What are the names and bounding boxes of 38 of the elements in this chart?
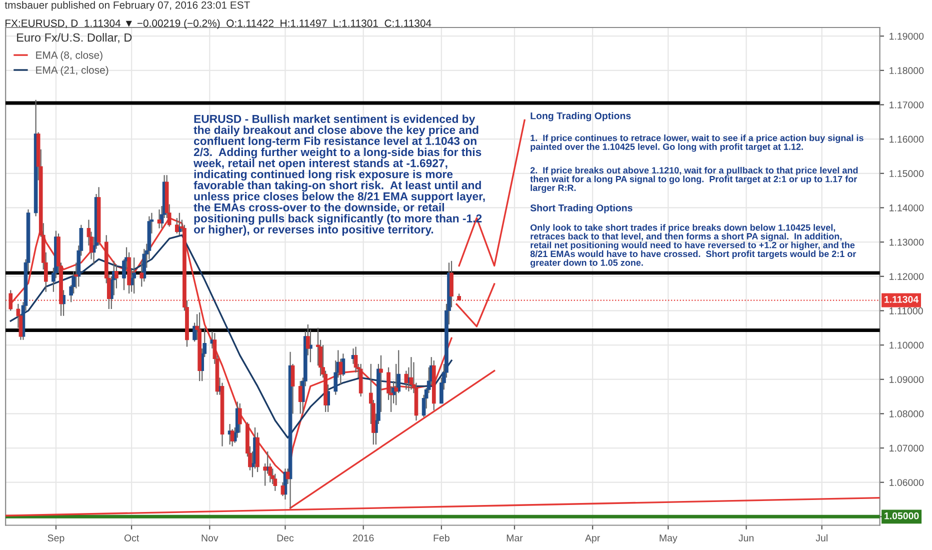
y-tick-label: 1.09000 — [890, 376, 924, 383]
x-tick-label: May — [660, 534, 678, 544]
text: tmsbauer published on February 07, 2016 23:01 EST — [4, 1, 250, 11]
x-tick-label: Jul — [816, 534, 828, 542]
y-tick-label: 1.19000 — [890, 32, 924, 40]
y-tick-label: 1.11000 — [890, 307, 923, 314]
ref-line-label: 1.05000 — [884, 512, 919, 520]
x-tick-label: Apr — [585, 534, 600, 544]
chart-title: Euro Fx/U.S. Dollar, D — [17, 33, 132, 44]
annotation: 1. If price continues to retrace lower, wait to see if a price action buy signal is painted over the 1.10425 level. Go long with profit target at 1.12. — [530, 134, 864, 152]
legend-label: EMA (21, close) — [36, 66, 108, 76]
x-tick-label: Oct — [124, 534, 140, 542]
x-tick-label: Sep — [48, 534, 64, 544]
y-tick-label: 1.06000 — [890, 479, 924, 486]
y-tick-label: 1.08000 — [890, 410, 924, 418]
ref-line-label: 1.11304 — [884, 296, 919, 303]
annotation: 2. If price breaks out above 1.1210, wait for a pullback to that price level and then wait for a long PA signal to go long. Profit target at 2:1 or up to 1.17 for larger R:R. — [530, 166, 858, 193]
x-tick-label: Mar — [506, 534, 523, 542]
y-tick-label: 1.16000 — [890, 136, 924, 143]
y-tick-label: 1.10000 — [890, 342, 924, 349]
x-tick-label: Jun — [738, 534, 754, 542]
y-tick-label: 1.13000 — [890, 238, 924, 246]
annotation: Long Trading Options — [530, 112, 631, 122]
chart-subtitle: FX:EURUSD, D 1.11304 ▼ −0.00219 (−0.2%) O:1.11422 H:1.11497 L:1.11301 C:1.11304 — [6, 19, 432, 29]
x-tick-label: Nov — [202, 534, 218, 542]
y-tick-label: 1.18000 — [890, 67, 924, 74]
text: EURUSD - Bullish market sentiment is evidenced by the daily breakout and close above the key price and confluent long-term Fib resistance level at 1.1043 on 2/3. Adding further weight to a long-side bias for this week, retail net open interest stands at -1.6927, indicating continued long risk exposure is more favorable than taking-on short risk. At least until and unless price closes below the 8/21 EMA support layer, the EMAs cross-over to the downside, or retail positioning pulls back significantly (to more than -1.2 or higher), or reverses into positive territory. — [194, 114, 485, 236]
y-tick-label: 1.17000 — [890, 101, 924, 108]
x-tick-label: Feb — [434, 534, 450, 542]
annotation: Only look to take short trades if price breaks down below 1.10425 level, retraces back to that level, and then forms a short PA signal. In addition, retail net positioning would need to have reversed to +1.2 or higher, and the 8/21 EMAs would have to have crossed. Short profit targets would be 2:1 or greater down to 1.05 zone. — [530, 224, 856, 268]
y-tick-label: 1.14000 — [890, 204, 924, 212]
legend-label: EMA (8, close) — [36, 51, 102, 61]
x-tick-label: Dec — [277, 534, 294, 542]
y-tick-label: 1.15000 — [890, 170, 924, 178]
y-tick-label: 1.07000 — [890, 444, 924, 452]
y-tick-label: 1.12000 — [890, 273, 924, 280]
x-tick-label: 2016 — [353, 534, 374, 542]
annotation: Short Trading Options — [530, 204, 632, 214]
